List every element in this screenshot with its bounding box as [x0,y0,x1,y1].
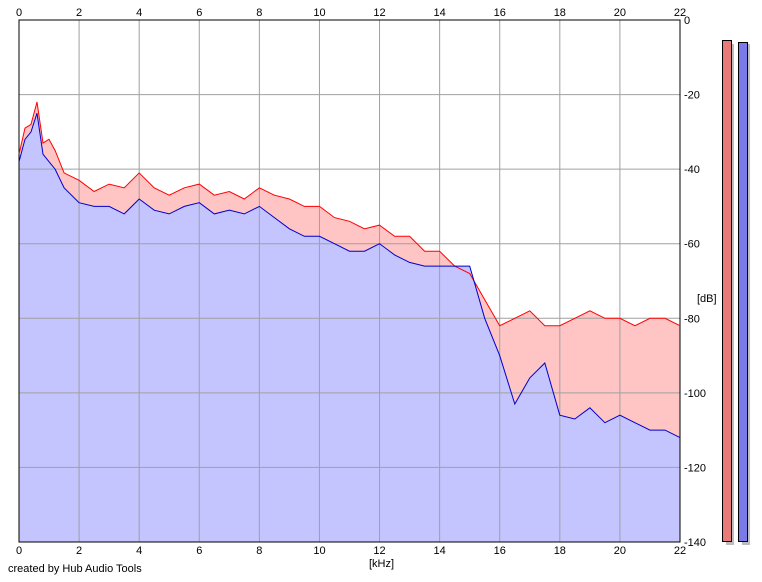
x-tick-label-top: 12 [373,7,385,19]
x-tick-label-top: 4 [136,7,142,19]
left-channel-meter [722,40,732,542]
y-tick-label: -60 [684,239,700,251]
y-tick-label: -80 [684,313,700,325]
x-tick-label-top: 22 [674,7,686,19]
grid-lines [18,19,681,543]
x-tick-label-bottom: 12 [373,545,385,557]
x-tick-label-top: 2 [76,7,82,19]
series-lines [18,101,681,439]
x-tick-label-bottom: 2 [76,545,82,557]
x-tick-label-bottom: 18 [554,545,566,557]
x-tick-label-bottom: 0 [16,545,22,557]
y-tick-label: -100 [684,388,706,400]
x-tick-label-top: 20 [614,7,626,19]
series-2-line [18,113,681,439]
y-tick-label: -140 [684,537,706,549]
x-tick-label-top: 6 [196,7,202,19]
x-tick-label-top: 8 [256,7,262,19]
y-tick-label: -40 [684,164,700,176]
x-tick-label-bottom: 20 [614,545,626,557]
x-tick-label-top: 10 [313,7,325,19]
x-tick-label-bottom: 14 [434,545,446,557]
x-tick-label-top: 16 [494,7,506,19]
x-tick-label-bottom: 22 [674,545,686,557]
series-1-line [18,101,681,327]
credit-text: created by Hub Audio Tools [8,563,142,575]
x-tick-label-top: 0 [16,7,22,19]
y-tick-label: -20 [684,90,700,102]
right-channel-meter [738,42,748,542]
y-axis-label: [dB] [697,293,717,305]
plot-frame [18,19,681,543]
x-tick-label-bottom: 6 [196,545,202,557]
x-tick-label-bottom: 16 [494,545,506,557]
x-tick-label-bottom: 8 [256,545,262,557]
y-tick-label: -120 [684,462,706,474]
tick-labels: 002244668810101212141416161818202022220-… [16,7,706,557]
y-tick-label: 0 [684,15,690,27]
x-axis-label: [kHz] [369,558,394,570]
series-2-area [19,113,680,542]
x-tick-label-top: 14 [434,7,446,19]
x-tick-label-top: 18 [554,7,566,19]
x-tick-label-bottom: 4 [136,545,142,557]
x-tick-label-bottom: 10 [313,545,325,557]
series-fills [19,102,680,542]
